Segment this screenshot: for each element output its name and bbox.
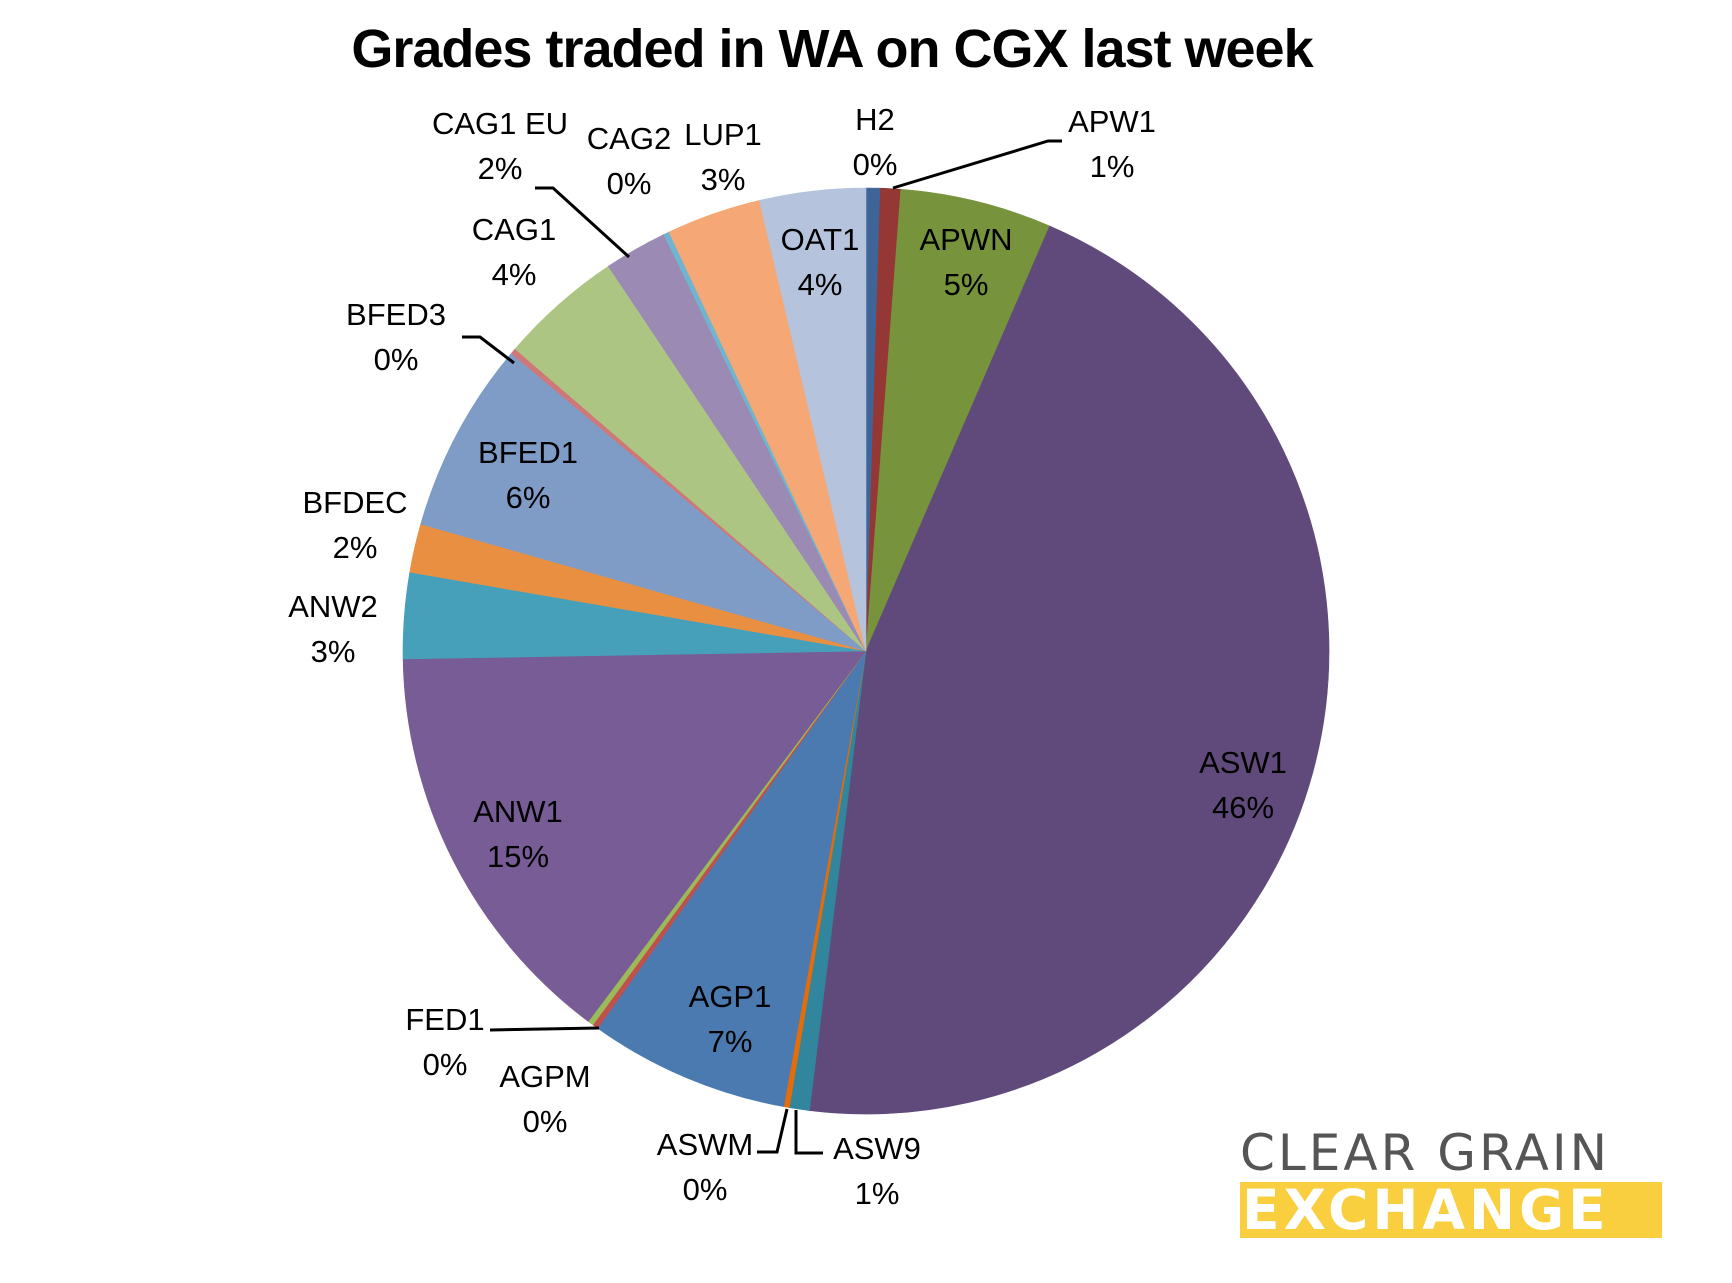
data-label-aswm: ASWM 0% — [657, 1127, 753, 1207]
chart-title: Grades traded in WA on CGX last week — [0, 18, 1732, 80]
chart-title-text: Grades traded in WA on CGX last week — [351, 19, 1313, 79]
data-label-bfed1: BFED1 6% — [478, 435, 578, 515]
data-labels: H2 0% APW1 1% APWN 5% ASW1 46% ASW9 1% ASWM 0% AGP1 7… — [288, 102, 1287, 1211]
data-label-oat1: OAT1 4% — [781, 222, 860, 302]
data-label-bfdec: BFDEC 2% — [302, 485, 407, 565]
logo-yellow-bar: EXCHANGE — [1240, 1182, 1662, 1238]
leader-line-asw9 — [794, 1110, 823, 1155]
pie-slice-apwn — [865, 188, 1051, 652]
leader-line-aswm — [757, 1108, 789, 1154]
logo-line2: EXCHANGE — [1242, 1182, 1610, 1238]
logo-line1: CLEAR GRAIN — [1240, 1124, 1611, 1182]
data-label-asw1: ASW1 46% — [1199, 745, 1287, 825]
data-label-anw1: ANW1 15% — [473, 794, 563, 874]
data-label-cag1: CAG1 4% — [472, 212, 556, 292]
leader-line-apw1 — [892, 139, 1062, 190]
leader-line-cag1-eu — [535, 186, 631, 259]
data-label-apw1: APW1 1% — [1068, 104, 1156, 184]
data-label-cag2: CAG2 0% — [587, 121, 671, 201]
clear-grain-exchange-logo: CLEAR GRAIN EXCHANGE — [1240, 1128, 1662, 1238]
data-label-h2: H2 0% — [853, 102, 898, 182]
data-label-asw9: ASW9 1% — [833, 1131, 921, 1211]
leader-lines — [462, 139, 1062, 1155]
leader-line-fed1 — [489, 1026, 600, 1032]
leader-line-bfed3 — [462, 335, 515, 365]
pie-slice-anw1 — [402, 650, 867, 1022]
data-label-fed1: FED1 0% — [405, 1002, 484, 1082]
pie-slice-agp1 — [597, 650, 867, 1107]
pie-slice-oat1 — [759, 187, 867, 652]
data-label-bfed3: BFED3 0% — [346, 297, 446, 377]
pie-slice-asw1 — [809, 225, 1330, 1115]
data-label-lup1: LUP1 3% — [684, 117, 762, 197]
data-label-anw2: ANW2 3% — [288, 589, 378, 669]
data-label-agp1: AGP1 7% — [689, 979, 772, 1059]
data-label-agpm: AGPM 0% — [499, 1059, 590, 1139]
data-label-cag1-eu: CAG1 EU 2% — [432, 106, 568, 186]
pie-slices — [402, 187, 1330, 1115]
pie-slice-bfed1 — [420, 352, 867, 652]
data-label-apwn: APWN 5% — [920, 222, 1013, 302]
